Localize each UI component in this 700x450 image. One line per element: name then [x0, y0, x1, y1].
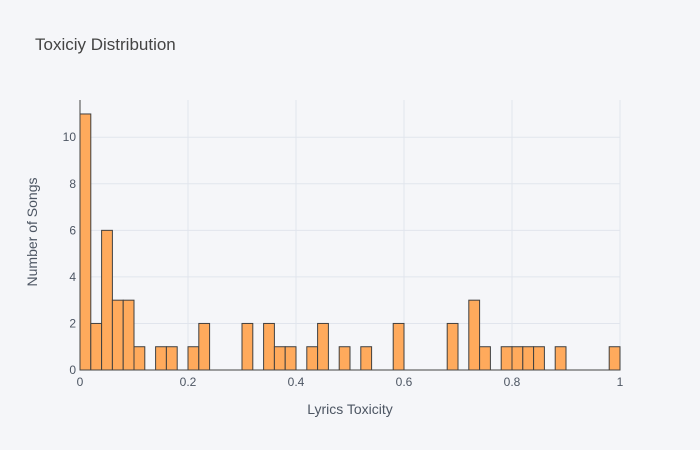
histogram-bar	[79, 113, 92, 371]
histogram-bar	[133, 346, 146, 371]
histogram-bar	[522, 346, 535, 371]
x-tick-label: 0	[77, 375, 84, 389]
histogram-bar	[360, 346, 373, 371]
histogram-bar	[284, 346, 297, 371]
y-axis-ticks: 0 2 4 6 8 10	[63, 130, 77, 377]
histogram-bar	[101, 229, 113, 371]
chart-title: Toxiciy Distribution	[35, 35, 176, 54]
histogram-bar	[468, 299, 481, 371]
x-tick-label: 0.4	[288, 375, 305, 389]
y-axis-title: Number of Songs	[24, 178, 40, 287]
histogram-bar	[155, 346, 167, 371]
histogram-bar	[198, 322, 211, 371]
histogram-bar	[511, 346, 524, 371]
histogram-bar	[392, 322, 405, 371]
histogram-bar	[446, 322, 459, 371]
histogram-bar	[317, 322, 329, 371]
histogram-bar	[241, 322, 254, 371]
gridlines	[80, 100, 621, 370]
histogram-bar	[533, 346, 545, 371]
histogram-bar	[90, 322, 103, 371]
x-tick-label: 1	[617, 375, 624, 389]
y-tick-label: 8	[69, 177, 76, 191]
histogram-bar	[122, 299, 135, 371]
histogram-bar	[608, 346, 621, 371]
histogram-bar	[306, 346, 319, 371]
histogram-bar	[338, 346, 351, 371]
histogram-bar	[263, 322, 275, 371]
x-axis-ticks: 0 0.2 0.4 0.6 0.8 1	[77, 375, 624, 389]
y-tick-label: 10	[63, 130, 77, 144]
y-tick-label: 2	[69, 316, 76, 330]
histogram-bar	[165, 346, 178, 371]
y-tick-label: 6	[69, 223, 76, 237]
x-tick-label: 0.8	[504, 375, 521, 389]
histogram-bars	[79, 113, 621, 371]
y-tick-label: 4	[69, 270, 76, 284]
axes	[79, 100, 620, 371]
histogram-bar	[479, 346, 491, 371]
y-tick-label: 0	[69, 363, 76, 377]
histogram-bar	[500, 346, 513, 371]
x-tick-label: 0.2	[180, 375, 197, 389]
histogram-bar	[111, 299, 124, 371]
x-tick-label: 0.6	[396, 375, 413, 389]
histogram-bar	[554, 346, 567, 371]
histogram-bar	[273, 346, 286, 371]
histogram-bar	[187, 346, 200, 371]
x-axis-title: Lyrics Toxicity	[307, 401, 393, 417]
